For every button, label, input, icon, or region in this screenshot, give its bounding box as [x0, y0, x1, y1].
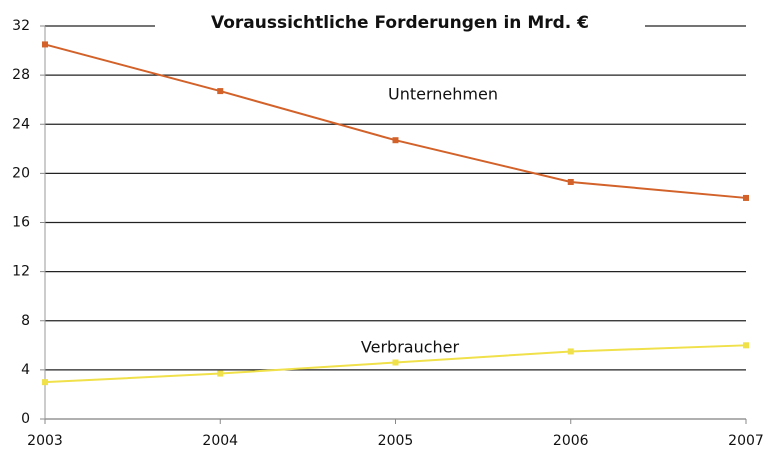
point-marker	[743, 194, 749, 201]
x-tick-label: 2004	[202, 433, 238, 449]
x-tick-label: 2006	[553, 433, 589, 449]
y-tick-label: 12	[12, 264, 30, 280]
y-tick-label: 8	[21, 313, 30, 329]
series-line	[44, 43, 747, 199]
y-tick-label: 24	[12, 116, 30, 132]
point-marker	[392, 359, 399, 366]
x-tick-label: 2003	[27, 433, 63, 449]
x-tick-label: 2007	[728, 433, 764, 449]
point-marker	[743, 342, 749, 349]
y-tick-label: 4	[21, 362, 30, 378]
point-marker	[42, 41, 48, 48]
x-tick-label: 2005	[378, 433, 414, 449]
series-label: Verbraucher	[361, 338, 460, 357]
point-marker	[392, 137, 399, 144]
point-marker	[567, 348, 574, 355]
y-tick-label: 28	[12, 67, 30, 83]
y-tick-label: 20	[12, 165, 30, 181]
point-marker	[42, 379, 48, 386]
y-tick-label: 16	[12, 215, 30, 231]
point-marker	[217, 88, 224, 95]
chart-title: Voraussichtliche Forderungen in Mrd. €	[211, 13, 589, 33]
series-label: Unternehmen	[388, 85, 498, 104]
point-marker	[567, 178, 574, 185]
y-tick-label: 32	[12, 18, 30, 34]
y-tick-label: 0	[21, 411, 30, 427]
point-marker	[217, 370, 224, 377]
title-background	[155, 8, 645, 38]
